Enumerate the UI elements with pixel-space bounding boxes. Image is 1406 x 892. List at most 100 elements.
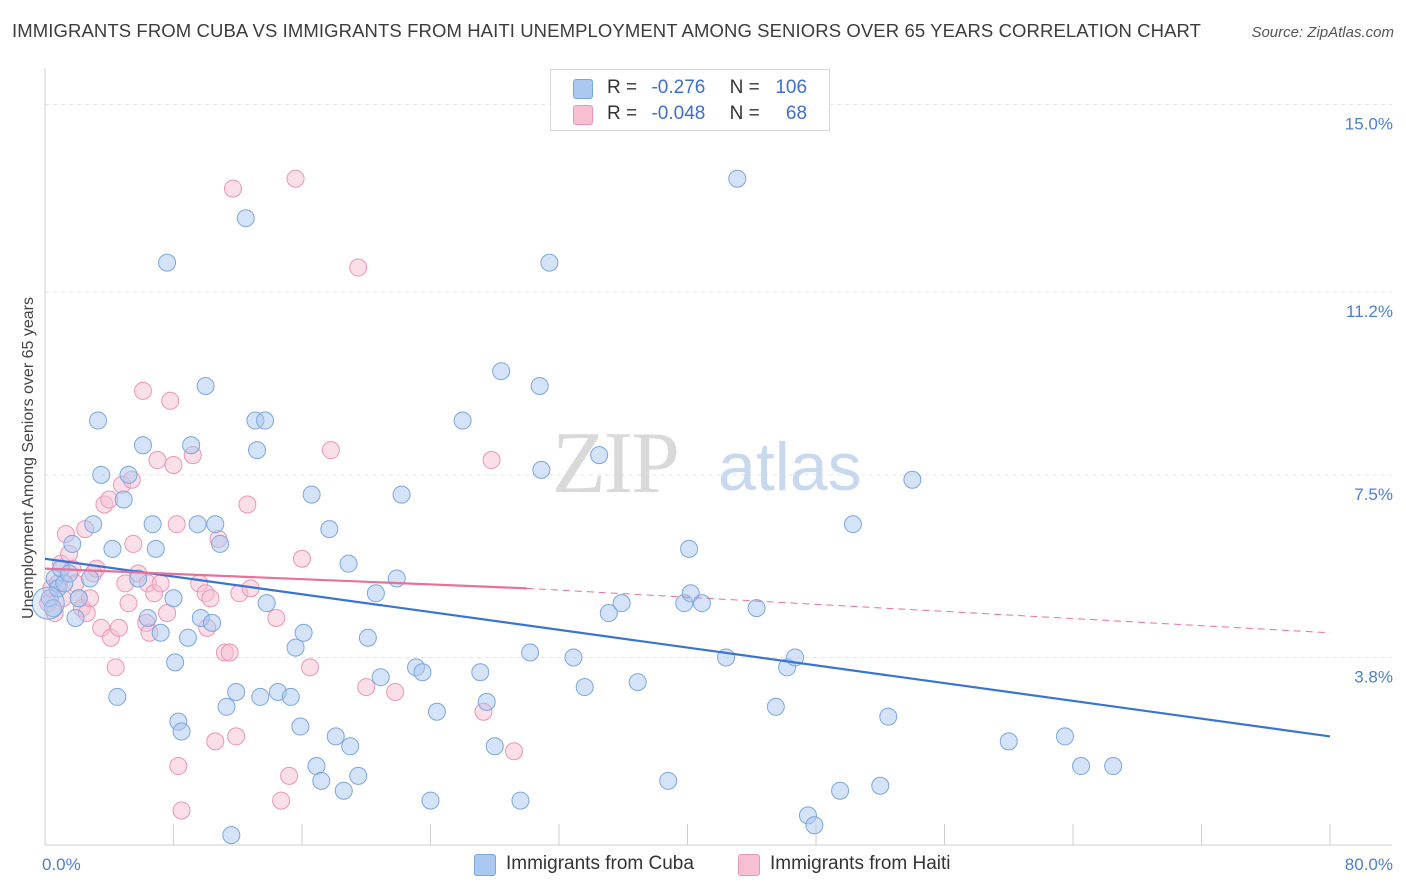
cuba-point [532,460,551,479]
cuba-point [530,377,549,395]
haiti-point [206,732,225,751]
haiti-point [220,643,239,662]
cuba-point [320,520,339,539]
y-tick-label: 15.0% [1345,115,1393,134]
cuba-point [1072,757,1091,776]
cuba-point [236,209,255,228]
cuba-point [129,569,148,588]
cuba-point [89,411,108,430]
cuba-point [903,470,922,489]
cuba-point [84,515,103,534]
cuba-point [477,692,496,711]
cuba-point [999,732,1018,751]
bottom-cuba-swatch [474,854,496,876]
cuba-point [334,781,353,800]
cuba-point [114,490,133,509]
x-tick-label: 80.0% [1345,855,1393,874]
haiti-point [293,549,311,568]
cuba-point [227,683,246,701]
cuba-point [392,485,411,504]
cuba-point [63,534,82,553]
cuba-trend-line [44,557,1331,738]
haiti-point [321,441,340,460]
cuba-point [599,604,618,623]
chart-title: IMMIGRANTS FROM CUBA VS IMMIGRANTS FROM … [12,20,1202,41]
y-tick-label: 3.8% [1354,667,1393,686]
cuba-point [251,687,270,706]
cuba-point [628,673,647,692]
cuba-point [612,594,631,613]
axes [44,68,1392,846]
cuba-point [178,628,197,647]
haiti-point [164,455,183,474]
haiti-point [505,742,524,761]
cuba-point [294,623,313,642]
cuba-point [60,564,79,583]
haiti-swatch [573,105,593,125]
haiti-point [482,451,501,470]
cuba-point [326,727,345,746]
haiti-n-value: 68 [785,103,808,124]
cuba-swatch [573,79,593,99]
haiti-point [151,574,170,593]
cuba-point [133,436,152,455]
cuba-point [492,362,511,381]
haiti-point [119,594,138,613]
haiti-point [227,727,246,746]
cuba-point [371,668,390,687]
haiti-point [386,683,405,701]
haiti-point [106,658,125,677]
cuba-point [728,169,747,188]
tick-labels: 3.8% 7.5% 11.2% 15.0% 0.0% 80.0% [42,115,1393,874]
cuba-point [471,663,490,682]
cuba-point [871,776,890,795]
y-axis-label: Unemployment Among Seniors over 65 years [20,297,37,619]
y-tick-label: 11.2% [1346,302,1393,321]
cuba-point [590,446,609,465]
cuba-point [286,638,305,657]
haiti-point [301,658,320,677]
cuba-point [540,253,559,272]
cuba-point [564,648,583,667]
cuba-point [257,594,276,613]
cuba-point [256,411,275,430]
bottom-haiti-label: Immigrants from Haiti [770,853,951,874]
cuba-r-label: R = [607,77,638,98]
cuba-point [341,737,360,756]
cuba-point [575,678,594,697]
cuba-point [158,253,177,272]
cuba-point [143,515,162,534]
cuba-point [427,702,446,721]
bottom-cuba-label: Immigrants from Cuba [506,853,694,874]
cuba-point [211,534,230,553]
cuba-point [69,589,88,608]
haiti-point [124,534,143,553]
haiti-r-label: R = [607,103,638,124]
cuba-point [680,539,699,558]
correlation-legend: R = -0.276 N = 106 R = -0.048 N = 68 [550,69,830,131]
haiti-point [272,791,291,810]
watermark: ZIP atlas [552,415,862,512]
cuba-point [1055,727,1074,746]
cuba-point [659,771,678,790]
haiti-point [223,179,242,198]
haiti-point [280,766,299,785]
cuba-point [188,515,207,534]
gridlines [45,104,1392,658]
trend-lines [44,557,1331,738]
cuba-point [44,599,63,618]
haiti-point [169,757,188,776]
haiti-point [158,604,177,623]
haiti-r-value: -0.048 [651,103,706,124]
bottom-haiti-swatch [738,854,760,876]
haiti-point [172,801,191,820]
cuba-point [511,791,530,810]
cuba-point [281,687,300,706]
watermark-zip: ZIP [552,415,678,512]
cuba-point [387,569,406,588]
haiti-trend-line [44,567,527,590]
haiti-point [133,381,152,400]
cuba-point [222,826,241,845]
haiti-point [349,258,368,277]
